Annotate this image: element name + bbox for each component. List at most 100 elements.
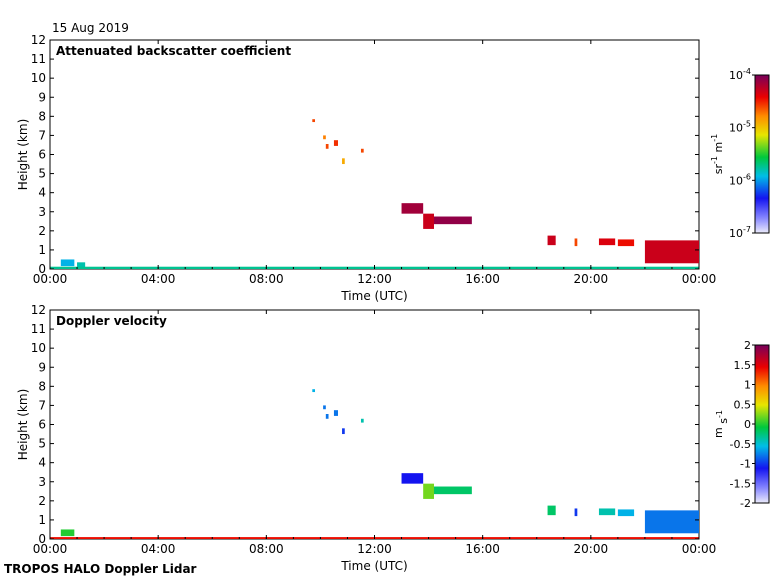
y-tick-label: 0 bbox=[38, 532, 46, 546]
y-tick-label: 6 bbox=[38, 148, 46, 162]
data-patch-10 bbox=[423, 213, 434, 229]
y-tick-label: 9 bbox=[38, 360, 46, 374]
y-tick-label: 5 bbox=[38, 167, 46, 181]
data-patch-15 bbox=[644, 510, 699, 534]
data-patch-4 bbox=[323, 135, 326, 140]
y-tick-label: 12 bbox=[31, 33, 46, 47]
colorbar-tick-label: 2 bbox=[744, 339, 751, 352]
y-tick-label: 4 bbox=[38, 456, 46, 470]
y-tick-label: 8 bbox=[38, 109, 46, 123]
x-tick-label: 20:00 bbox=[574, 272, 609, 286]
data-patch-14 bbox=[617, 509, 635, 517]
x-tick-label: 00:00 bbox=[682, 542, 717, 556]
panel-title: Doppler velocity bbox=[56, 314, 167, 328]
data-patch-11 bbox=[547, 505, 556, 516]
x-axis-label: Time (UTC) bbox=[340, 289, 407, 303]
data-patch-10 bbox=[433, 486, 472, 495]
y-tick-label: 0 bbox=[38, 262, 46, 276]
colorbar-tick-label: 10-6 bbox=[729, 172, 751, 187]
data-patch-6 bbox=[342, 428, 345, 435]
data-patch-3 bbox=[323, 405, 326, 410]
data-patch-2 bbox=[312, 389, 316, 393]
colorbar-tick-label: -1 bbox=[740, 458, 751, 471]
colorbar-tick-label: 10-7 bbox=[729, 225, 751, 240]
data-patch-12 bbox=[574, 508, 578, 517]
y-tick-label: 3 bbox=[38, 475, 46, 489]
y-tick-label: 1 bbox=[38, 243, 46, 257]
y-tick-label: 3 bbox=[38, 205, 46, 219]
y-tick-label: 7 bbox=[38, 398, 46, 412]
data-patch-11 bbox=[433, 216, 472, 225]
y-tick-label: 4 bbox=[38, 186, 46, 200]
data-patch-3 bbox=[312, 119, 316, 123]
colorbar-tick-label: 10-5 bbox=[729, 120, 751, 135]
y-tick-label: 12 bbox=[31, 303, 46, 317]
data-patch-0 bbox=[60, 529, 75, 537]
x-tick-label: 00:00 bbox=[682, 272, 717, 286]
data-patch-13 bbox=[574, 238, 578, 247]
x-tick-label: 00:00 bbox=[33, 272, 68, 286]
data-patch-9 bbox=[423, 483, 434, 499]
x-tick-label: 16:00 bbox=[465, 542, 500, 556]
data-patch-8 bbox=[360, 148, 364, 153]
data-patch-5 bbox=[325, 144, 329, 149]
date-label: 15 Aug 2019 bbox=[52, 21, 129, 35]
y-axis-label: Height (km) bbox=[16, 389, 30, 460]
y-tick-label: 9 bbox=[38, 90, 46, 104]
x-tick-label: 12:00 bbox=[357, 542, 392, 556]
plot-frame bbox=[49, 309, 700, 540]
colorbar-tick-label: 0.5 bbox=[734, 398, 752, 411]
colorbar-tick-label: 1.5 bbox=[734, 359, 752, 372]
x-tick-label: 04:00 bbox=[141, 272, 176, 286]
panel-title: Attenuated backscatter coefficient bbox=[56, 44, 291, 58]
colorbar-tick-label: 0 bbox=[744, 418, 751, 431]
data-patch-6 bbox=[333, 140, 338, 146]
instrument-footer: TROPOS HALO Doppler Lidar bbox=[4, 562, 197, 576]
x-tick-label: 20:00 bbox=[574, 542, 609, 556]
x-tick-label: 08:00 bbox=[249, 542, 284, 556]
data-patch-4 bbox=[325, 414, 329, 419]
x-tick-label: 08:00 bbox=[249, 272, 284, 286]
data-patch-8 bbox=[401, 473, 424, 484]
y-tick-label: 2 bbox=[38, 494, 46, 508]
colorbar-tick-label: -2 bbox=[740, 497, 751, 510]
x-tick-label: 16:00 bbox=[465, 272, 500, 286]
y-axis-label: Height (km) bbox=[16, 119, 30, 190]
y-tick-label: 10 bbox=[31, 71, 46, 85]
colorbar-tick-label: 1 bbox=[744, 379, 751, 392]
data-patch-16 bbox=[644, 240, 699, 264]
colorbar-label: m s-1 bbox=[712, 410, 730, 438]
y-tick-label: 1 bbox=[38, 513, 46, 527]
data-patch-15 bbox=[617, 239, 635, 247]
data-patch-1 bbox=[77, 262, 86, 268]
y-tick-label: 2 bbox=[38, 224, 46, 238]
data-patch-0 bbox=[60, 259, 75, 267]
colorbar-tick-label: 10-4 bbox=[729, 67, 751, 82]
x-tick-label: 12:00 bbox=[357, 272, 392, 286]
y-tick-label: 7 bbox=[38, 128, 46, 142]
y-tick-label: 6 bbox=[38, 418, 46, 432]
x-tick-label: 00:00 bbox=[33, 542, 68, 556]
x-tick-label: 04:00 bbox=[141, 542, 176, 556]
colorbar bbox=[754, 344, 770, 504]
colorbar-tick-label: -0.5 bbox=[730, 438, 751, 451]
plot-frame bbox=[49, 39, 700, 270]
x-axis-label: Time (UTC) bbox=[340, 559, 407, 573]
data-patch-13 bbox=[598, 508, 616, 516]
y-tick-label: 5 bbox=[38, 437, 46, 451]
y-tick-label: 10 bbox=[31, 341, 46, 355]
colorbar-label: sr-1 m-1 bbox=[710, 134, 725, 174]
y-tick-label: 11 bbox=[31, 52, 46, 66]
data-patch-12 bbox=[547, 235, 556, 246]
data-patch-7 bbox=[342, 158, 345, 165]
y-tick-label: 11 bbox=[31, 322, 46, 336]
colorbar bbox=[754, 74, 770, 234]
colorbar-tick-label: -1.5 bbox=[730, 477, 751, 490]
data-patch-9 bbox=[401, 203, 424, 214]
y-tick-label: 8 bbox=[38, 379, 46, 393]
data-patch-14 bbox=[598, 238, 616, 246]
data-patch-5 bbox=[333, 410, 338, 416]
